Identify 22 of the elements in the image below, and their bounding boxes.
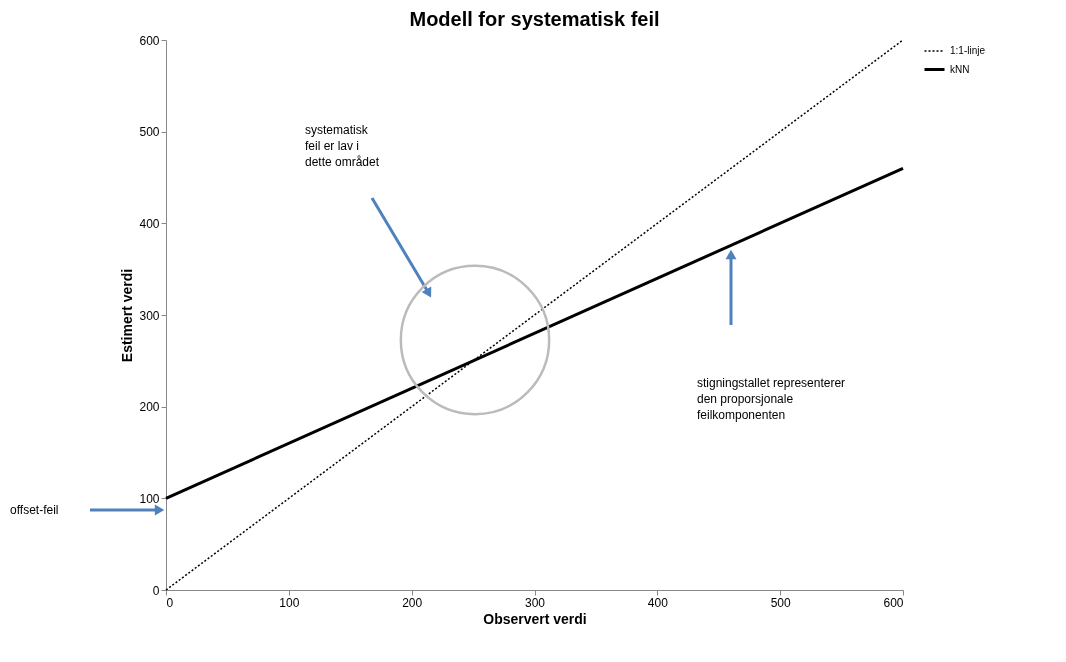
y-tick-label: 600 xyxy=(139,33,160,48)
y-tick-label: 500 xyxy=(139,125,160,140)
annotation: systematisk feil er lav i dette området xyxy=(305,123,380,169)
x-tick-label: 200 xyxy=(402,595,423,610)
x-tick-label: 600 xyxy=(883,595,904,610)
y-tick-label: 300 xyxy=(139,308,160,323)
y-tick-label: 0 xyxy=(152,583,160,598)
y-tick-label: 100 xyxy=(139,491,160,506)
x-tick-label: 400 xyxy=(647,595,669,610)
y-tick-label: 200 xyxy=(139,400,160,415)
y-tick-label: 400 xyxy=(139,216,160,231)
annotation: stigningstallet representerer den proporsjonale feilkomponenten xyxy=(697,376,846,422)
legend-label: 1:1-linje xyxy=(950,45,986,56)
y-axis-title: Estimert verdi xyxy=(119,268,136,363)
x-tick-label: 500 xyxy=(770,595,791,610)
x-axis-title: Observert verdi xyxy=(483,610,587,627)
text: offset-feil xyxy=(10,503,59,517)
x-tick-label: 100 xyxy=(279,595,300,610)
x-tick-label: 300 xyxy=(524,595,546,610)
legend-label: kNN xyxy=(950,63,970,75)
chart-title: Modell for systematisk feil xyxy=(409,8,660,30)
x-tick-label: 0 xyxy=(166,595,174,610)
